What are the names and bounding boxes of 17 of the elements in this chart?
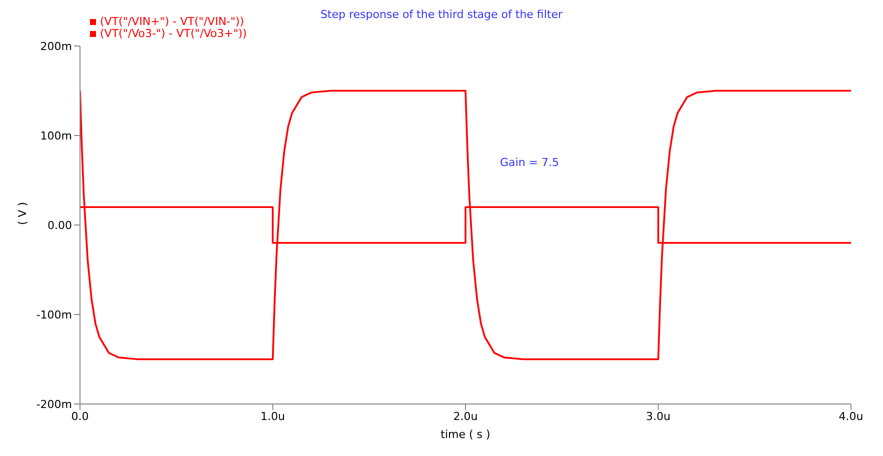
x-tick-label: 3.0u [646, 410, 670, 423]
legend-label: (VT("/VIN+") - VT("/VIN-")) [100, 15, 244, 28]
x-tick-label: 0.0 [71, 410, 89, 423]
x-tick-label: 1.0u [260, 410, 285, 423]
y-tick-label: -200m [36, 398, 72, 411]
y-tick-label: 100m [40, 129, 72, 142]
y-axis-title: ( V ) [16, 202, 29, 225]
line-series [80, 90, 851, 360]
y-tick-label: 0.00 [48, 218, 72, 232]
x-axis-title: time ( s ) [440, 428, 490, 441]
x-tick-label: 2.0u [453, 410, 478, 423]
y-tick-label: -100m [36, 308, 72, 322]
y-tick-label: 200m [40, 40, 72, 53]
chart-title: Step response of the third stage of the filter [320, 8, 563, 21]
x-tick-label: 4.0u [838, 410, 864, 423]
annotation: Gain = 7.5 [500, 156, 559, 169]
legend-label: (VT("/Vo3-") - VT("/Vo3+")) [100, 27, 247, 40]
